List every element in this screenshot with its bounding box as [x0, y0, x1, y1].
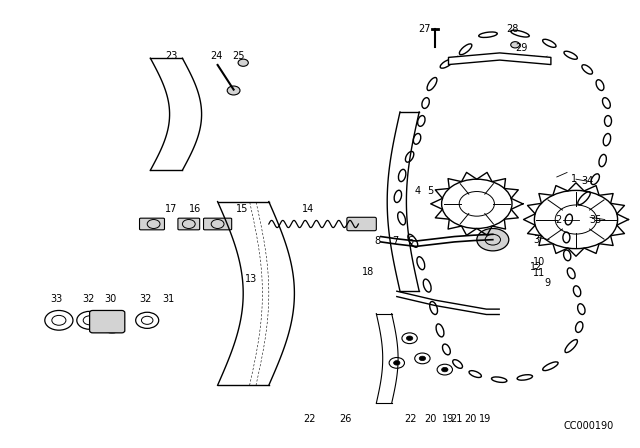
Circle shape	[442, 367, 448, 372]
Circle shape	[511, 42, 520, 48]
Text: 6: 6	[408, 236, 414, 246]
Text: 18: 18	[362, 267, 374, 277]
Text: 9: 9	[544, 278, 550, 288]
Text: 30: 30	[104, 294, 117, 304]
Circle shape	[419, 356, 426, 361]
Text: 16: 16	[189, 204, 202, 214]
Text: 21: 21	[450, 414, 463, 424]
Text: 11: 11	[533, 268, 546, 278]
Text: 12: 12	[530, 263, 543, 272]
Text: 17: 17	[165, 204, 178, 214]
Text: 5: 5	[428, 186, 434, 196]
Text: 24: 24	[210, 51, 223, 61]
Text: 22: 22	[404, 414, 417, 424]
Text: 23: 23	[165, 51, 178, 61]
Circle shape	[477, 228, 509, 251]
Text: 28: 28	[506, 24, 518, 34]
Text: 29: 29	[515, 43, 528, 53]
Text: 20: 20	[464, 414, 477, 424]
Text: CC000190: CC000190	[564, 421, 614, 431]
Text: 31: 31	[162, 294, 175, 304]
Text: 33: 33	[50, 294, 63, 304]
Text: 20: 20	[424, 414, 437, 424]
Circle shape	[394, 361, 400, 365]
Text: 15: 15	[236, 204, 248, 214]
Text: 19: 19	[442, 414, 454, 424]
Circle shape	[406, 336, 413, 340]
Text: 4: 4	[415, 186, 421, 196]
FancyBboxPatch shape	[178, 218, 200, 230]
Text: 32: 32	[140, 294, 152, 304]
Text: 26: 26	[339, 414, 352, 424]
Circle shape	[238, 59, 248, 66]
FancyBboxPatch shape	[140, 218, 164, 230]
Text: 32: 32	[82, 294, 95, 304]
Text: 27: 27	[418, 24, 431, 34]
Text: 25: 25	[232, 51, 245, 61]
Text: 35: 35	[589, 215, 602, 224]
Text: 13: 13	[244, 274, 257, 284]
FancyBboxPatch shape	[347, 217, 376, 231]
Text: 19: 19	[479, 414, 492, 424]
Text: 8: 8	[374, 236, 381, 246]
Text: 7: 7	[392, 236, 399, 246]
Text: 22: 22	[303, 414, 316, 424]
Text: 3: 3	[533, 235, 540, 245]
Text: 2: 2	[556, 215, 562, 224]
Text: 14: 14	[302, 204, 315, 214]
FancyBboxPatch shape	[204, 218, 232, 230]
Text: 1: 1	[571, 174, 577, 184]
Circle shape	[227, 86, 240, 95]
FancyBboxPatch shape	[90, 310, 125, 333]
Text: 10: 10	[533, 257, 546, 267]
Text: 34: 34	[581, 177, 594, 186]
